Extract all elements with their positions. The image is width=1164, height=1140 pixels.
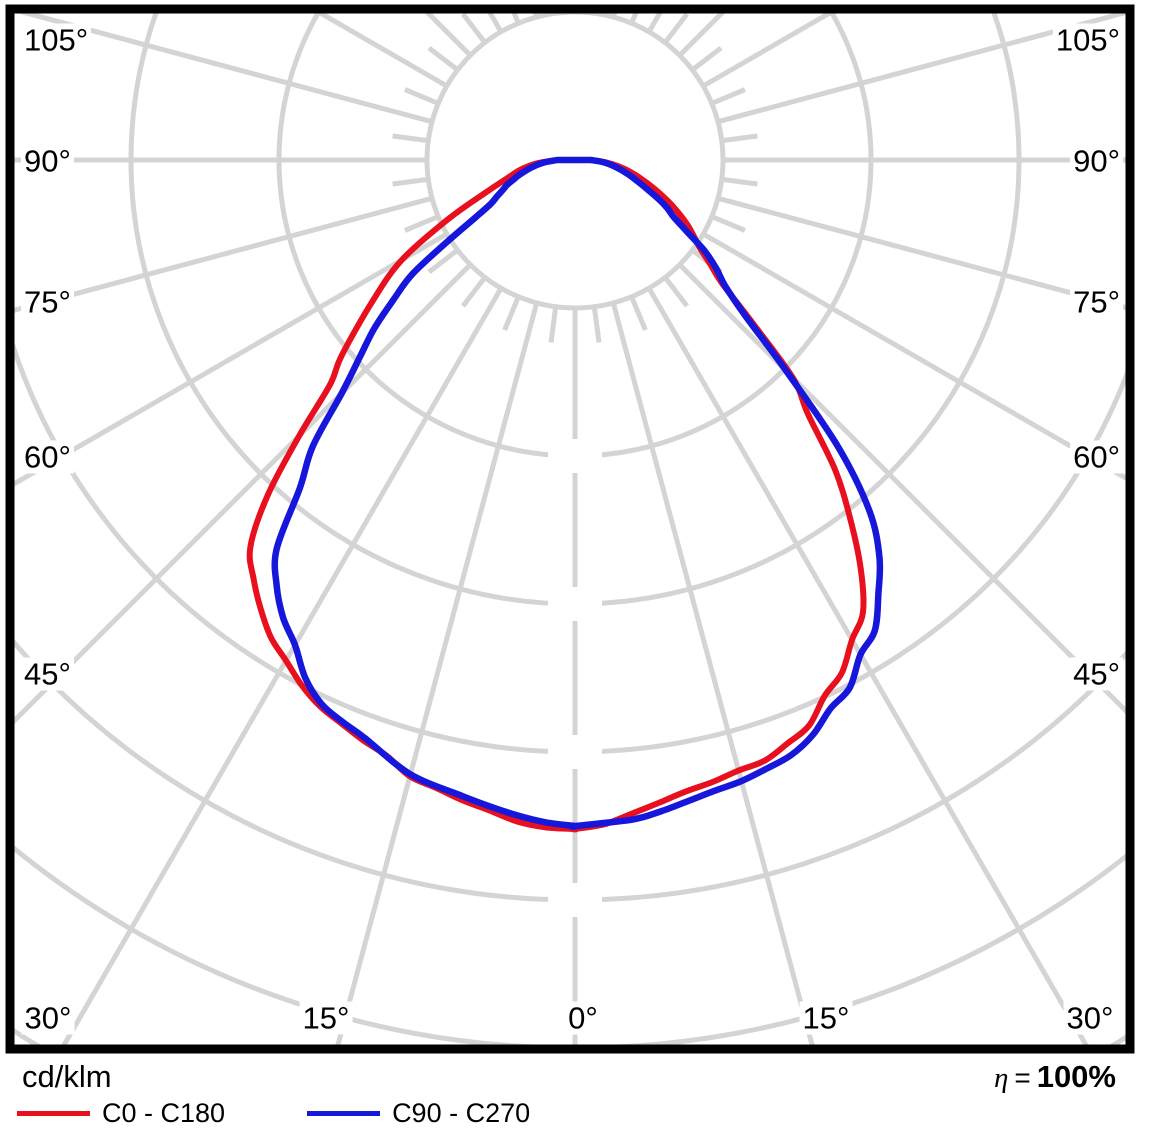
grid-tick xyxy=(629,295,648,331)
eta-equals: = xyxy=(1014,1062,1031,1093)
grid-tick xyxy=(404,87,440,106)
grid-tick xyxy=(663,275,689,308)
grid-tick xyxy=(461,13,487,45)
grid-tick xyxy=(710,87,746,106)
grid-tick xyxy=(392,133,429,144)
legend-item-c0-c180: C0 - C180 xyxy=(17,1100,225,1127)
grid-radial-line xyxy=(717,13,1126,125)
ring-label-gap xyxy=(548,439,602,473)
legend-line-red xyxy=(17,1111,90,1116)
grid-radial-line xyxy=(701,231,1126,482)
grid-radial-line xyxy=(610,302,815,1045)
grid-tick xyxy=(721,133,758,144)
grid-radial-line xyxy=(646,286,1089,1045)
grid-tick xyxy=(392,176,429,187)
angle-label-right-105: 105° xyxy=(1052,23,1123,57)
angle-label-bottom-0: 0° xyxy=(565,1001,601,1035)
grid-radial-line xyxy=(335,302,540,1045)
eta-value: 100% xyxy=(1036,1059,1116,1094)
angle-label-left-90: 90° xyxy=(21,144,74,178)
angle-label-left-105: 105° xyxy=(21,23,92,57)
grid-tick xyxy=(502,295,521,331)
angle-label-bottom-15: 15° xyxy=(299,1001,353,1035)
grid-ring xyxy=(14,340,1126,755)
ring-label-gap xyxy=(548,587,602,621)
grid-tick xyxy=(710,214,746,233)
angle-label-right-75: 75° xyxy=(1070,285,1123,319)
grid-tick xyxy=(427,248,460,274)
angle-label-left-60: 60° xyxy=(21,440,74,474)
grid-radial-line xyxy=(677,262,1126,715)
grid-tick xyxy=(721,176,758,187)
eta-symbol: η xyxy=(993,1062,1009,1094)
grid-radial-line xyxy=(14,195,433,313)
plot-border xyxy=(5,4,1135,1054)
efficiency-label: η = 100% xyxy=(993,1059,1116,1095)
legend-label-c90-c270: C90 - C270 xyxy=(392,1098,531,1128)
grid-tick xyxy=(663,13,689,45)
angle-label-right-90: 90° xyxy=(1070,144,1123,178)
grid-tick xyxy=(548,306,559,343)
grid-radial-line xyxy=(717,195,1126,311)
grid-tick xyxy=(629,13,639,25)
legend: C0 - C180 C90 - C270 xyxy=(17,1100,530,1127)
angle-label-bottom-30: 30° xyxy=(1063,1001,1117,1035)
grid-tick xyxy=(511,13,521,25)
legend-line-blue xyxy=(307,1111,381,1116)
grid-tick xyxy=(690,46,723,72)
angle-label-left-45: 45° xyxy=(21,657,74,691)
grid-radial-line xyxy=(14,231,449,487)
grid-tick xyxy=(404,214,440,233)
grid-radial-line xyxy=(61,286,504,1045)
grid-tick xyxy=(461,275,487,308)
angle-label-bottom-15: 15° xyxy=(799,1001,853,1035)
curve-c0-c180 xyxy=(246,157,867,833)
grid-tick xyxy=(591,306,602,343)
unit-label: cd/klm xyxy=(22,1059,112,1094)
angle-label-bottom-30: 30° xyxy=(21,1001,75,1035)
grid-radial-line xyxy=(14,262,473,725)
ring-label-gap xyxy=(548,883,602,917)
angle-label-right-60: 60° xyxy=(1070,440,1123,474)
grid-tick xyxy=(427,46,460,72)
ring-label-gap xyxy=(548,735,602,769)
legend-item-c90-c270: C90 - C270 xyxy=(307,1100,530,1127)
angle-label-left-75: 75° xyxy=(21,285,74,319)
angle-label-right-45: 45° xyxy=(1070,657,1123,691)
legend-label-c0-c180: C0 - C180 xyxy=(102,1098,226,1128)
curve-c90-c270 xyxy=(271,156,884,830)
grid-radial-line xyxy=(16,13,433,125)
